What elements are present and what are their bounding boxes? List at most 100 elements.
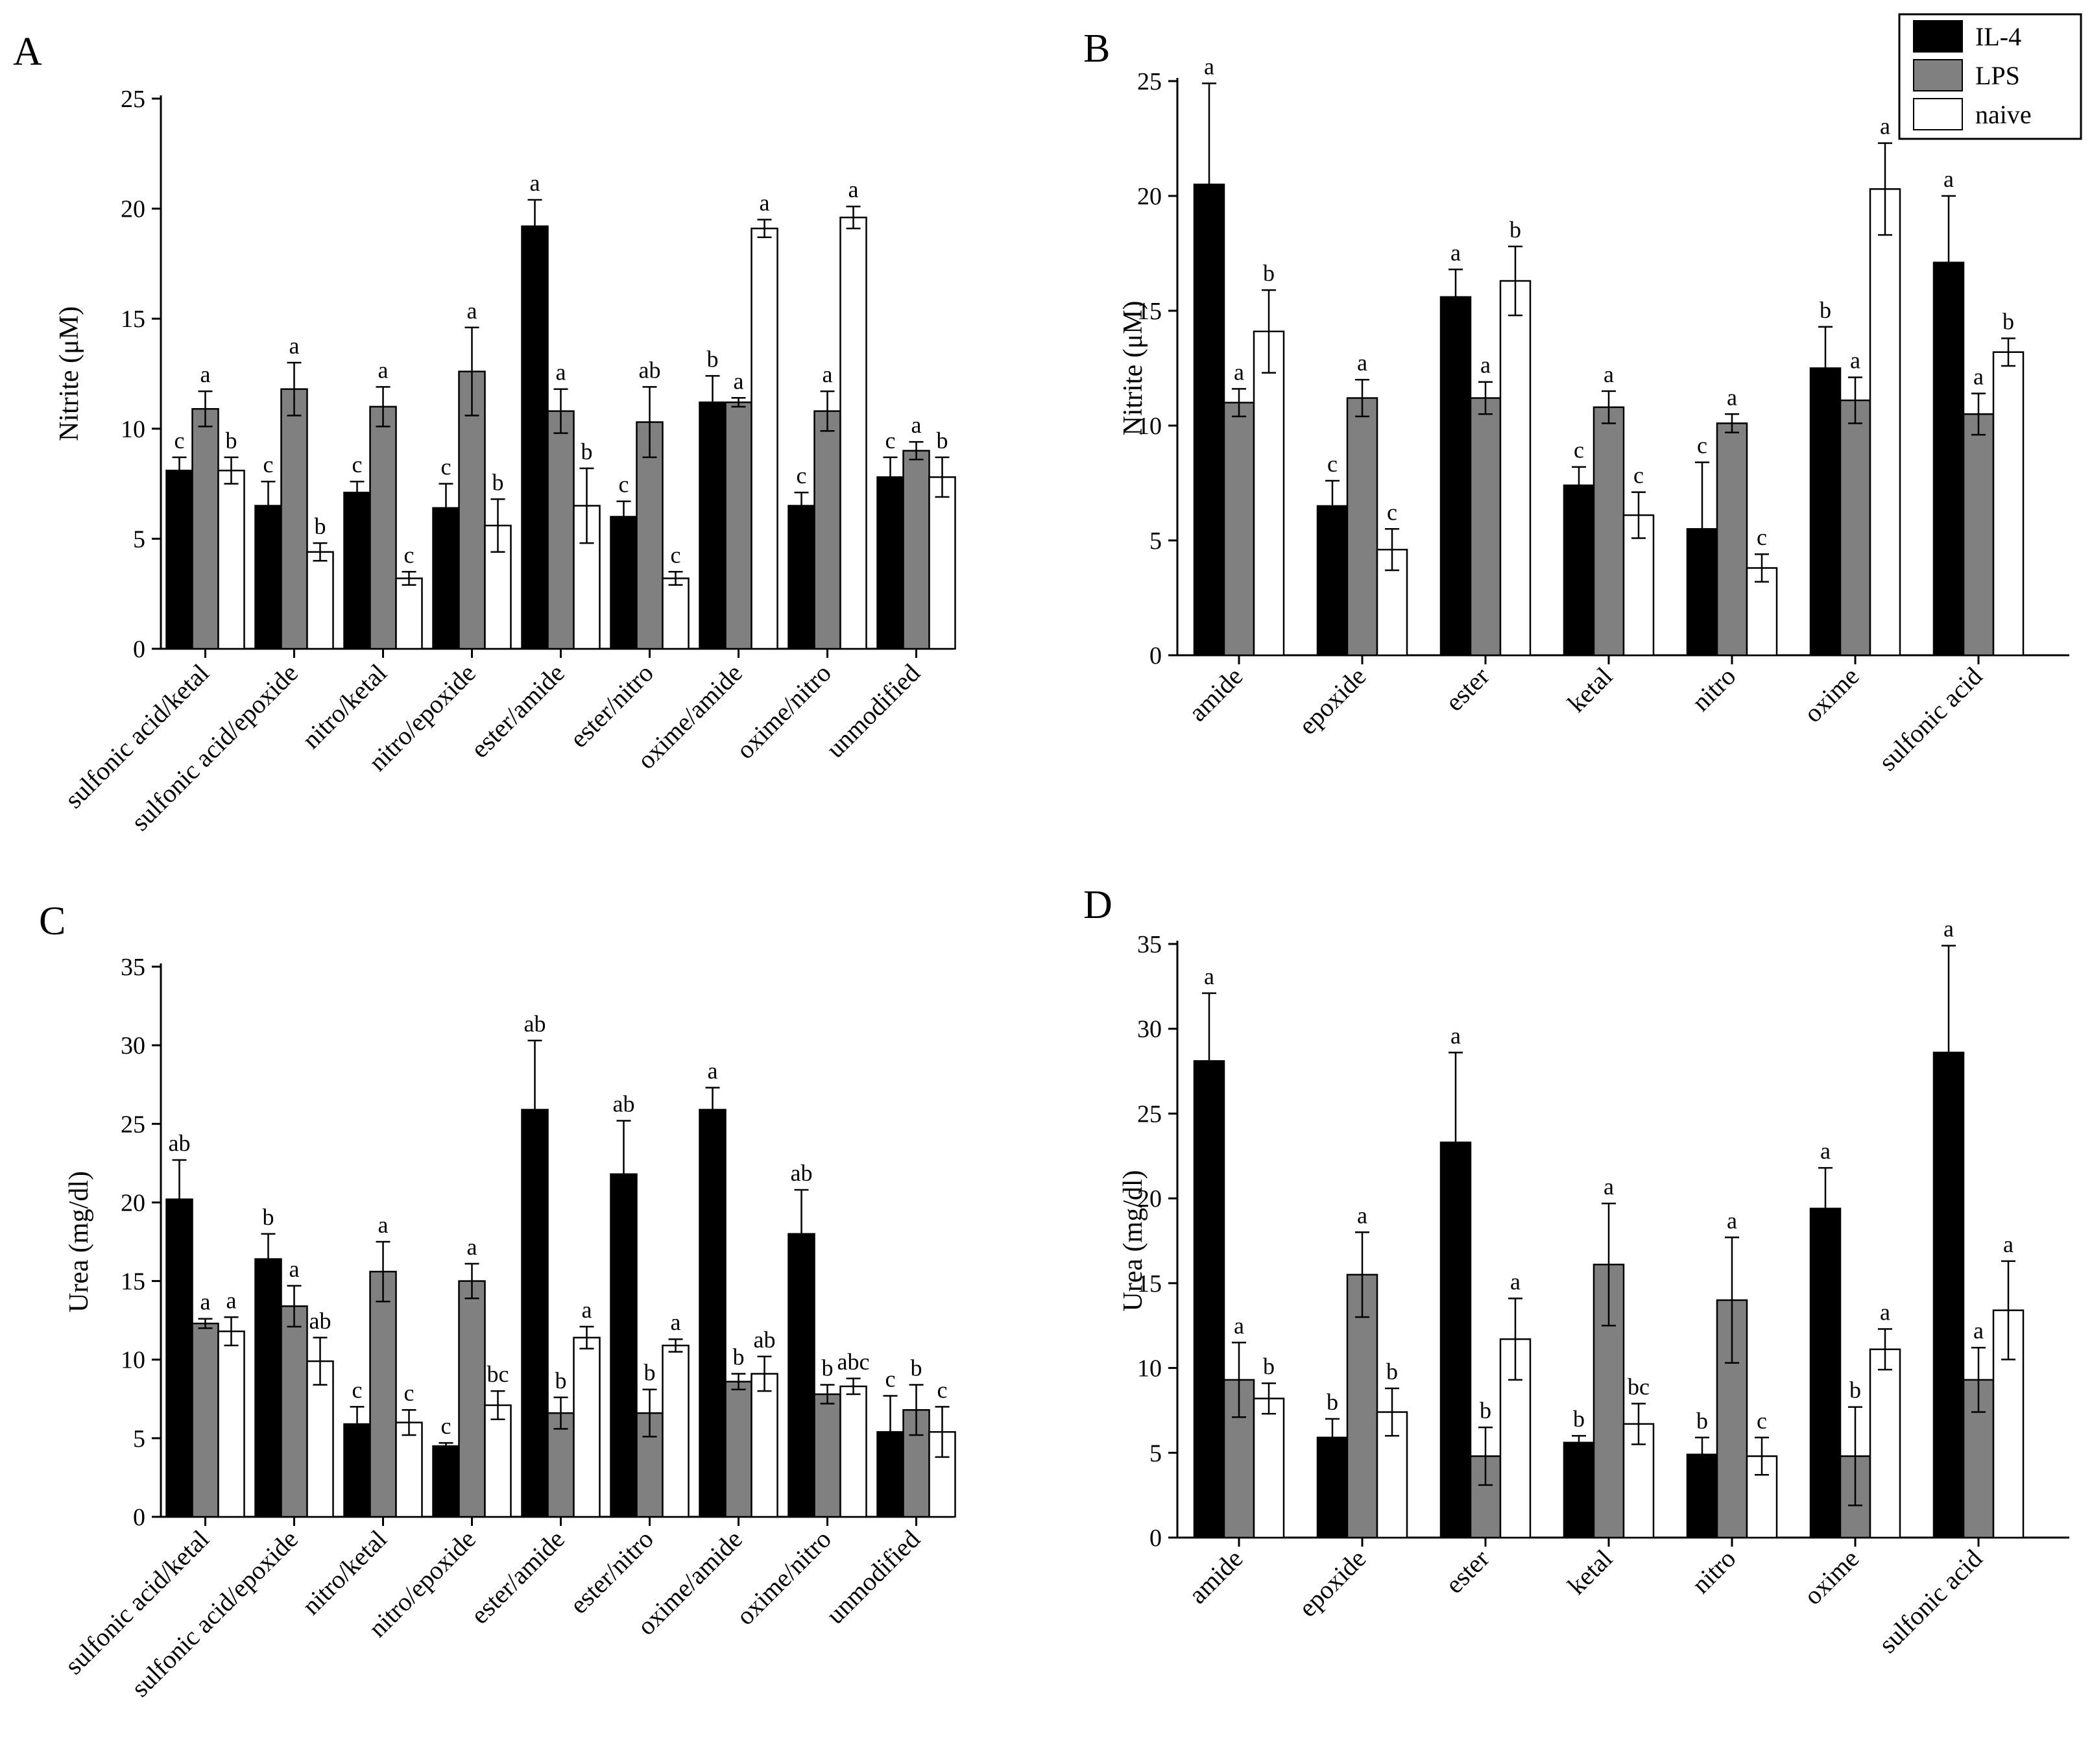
panel-a-significance-label: c [441, 454, 451, 480]
panel-b-significance-label: b [1820, 297, 1831, 323]
panel-a-significance-label: c [352, 452, 363, 477]
panel-a-significance-label: a [911, 412, 922, 438]
legend-swatch-lps [1913, 59, 1963, 91]
panel-c-significance-label: a [708, 1058, 718, 1084]
panel-c-significance-label: abc [837, 1349, 870, 1375]
panel-d-y-tick-label: 5 [1149, 1440, 1162, 1467]
panel-a-bar-lps [902, 450, 930, 650]
panel-a-y-tick-label: 25 [121, 86, 145, 113]
panel-d-significance-label: a [1510, 1268, 1521, 1294]
panel-b-bar-lps [1962, 413, 1995, 657]
panel-d-significance-label: b [1573, 1406, 1585, 1432]
panel-c-bar-naive [217, 1330, 245, 1518]
legend-label-il4: IL-4 [1975, 22, 2021, 51]
panel-c-bar-il-4 [432, 1445, 460, 1518]
panel-c-significance-label: ab [613, 1091, 635, 1117]
panel-c-bar-naive [928, 1431, 956, 1518]
panel-c-significance-label: ab [309, 1308, 331, 1334]
panel-b-bar-il-4 [1439, 296, 1472, 657]
panel-a-bar-naive [484, 524, 512, 650]
panel-d-significance-label: b [1386, 1359, 1398, 1384]
legend-label-lps: LPS [1975, 61, 2020, 90]
panel-b-y-tick-label: 10 [1137, 413, 1162, 440]
panel-d-significance-label: a [1450, 1022, 1461, 1048]
panel-b-significance-label: b [1509, 217, 1521, 243]
panel-a-significance-label: a [734, 368, 744, 394]
panel-a-significance-label: c [619, 472, 629, 498]
panel-c-bar-lps [191, 1322, 219, 1518]
panel-d-significance-label: a [1604, 1174, 1614, 1200]
panel-c-significance-label: a [226, 1287, 237, 1313]
panel-c-bar-naive [306, 1360, 334, 1518]
panel-d-significance-label: b [1480, 1397, 1491, 1423]
panel-d-bar-il-4 [1193, 1060, 1225, 1539]
panel-c-significance-label: c [885, 1366, 896, 1392]
panel-a-y-tick-label: 0 [133, 636, 145, 663]
panel-b-significance-label: b [2002, 308, 2014, 334]
panel-b-bar-lps [1223, 402, 1255, 657]
panel-c-bar-il-4 [165, 1198, 193, 1518]
panel-a-significance-label: a [378, 357, 389, 383]
panel-c-significance-label: c [441, 1413, 451, 1439]
panel-c-bar-il-4 [254, 1258, 282, 1518]
panel-c-significance-label: a [582, 1297, 592, 1323]
legend: IL-4 LPS naive [1898, 13, 2082, 140]
panel-c-significance-label: ab [791, 1160, 813, 1186]
panel-d-y-tick-label: 20 [1137, 1185, 1162, 1213]
panel-c-significance-label: ab [169, 1130, 191, 1156]
panel-a-bar-lps [369, 405, 397, 650]
panel-a-bar-il-4 [699, 401, 727, 650]
panel-a-significance-label: a [556, 359, 566, 385]
panel-c-significance-label: ab [754, 1327, 776, 1353]
panel-c-significance-label: b [644, 1360, 656, 1386]
panel-a-significance-label: b [581, 439, 593, 465]
panel-a-significance-label: c [404, 542, 415, 568]
panel-d-bar-il-4 [1563, 1442, 1595, 1539]
panel-a-significance-label: b [937, 428, 948, 453]
panel-c-significance-label: b [555, 1368, 567, 1394]
panel-c-significance-label: b [263, 1204, 274, 1230]
panel-b-significance-label: c [1633, 463, 1644, 489]
panel-d-letter: D [1083, 883, 1112, 927]
panel-c-significance-label: bc [487, 1361, 509, 1387]
panel-b-bar-naive [1869, 188, 1901, 657]
panel-a-y-axis-title: Nitrite (μM) [54, 306, 84, 441]
panel-c-bar-naive [573, 1336, 601, 1518]
panel-a-bar-il-4 [521, 225, 549, 650]
panel-d-significance-label: a [1204, 963, 1214, 989]
panel-c-y-tick-label: 10 [121, 1347, 145, 1374]
panel-b-bar-lps [1469, 397, 1502, 657]
panel-c-significance-label: c [352, 1377, 363, 1403]
panel-c-bar-il-4 [699, 1109, 727, 1518]
legend-swatch-naive [1913, 98, 1963, 130]
panel-b-significance-label: a [1234, 359, 1244, 385]
panel-a-significance-label: a [467, 298, 477, 324]
panel-c-significance-label: a [467, 1234, 477, 1260]
panel-a-significance-label: c [174, 428, 185, 453]
panel-c-letter: C [39, 899, 66, 943]
panel-c-bar-lps [280, 1305, 308, 1518]
panel-b-y-tick-label: 0 [1149, 642, 1162, 670]
panel-b-significance-label: a [1357, 350, 1367, 376]
panel-a-significance-label: b [707, 346, 719, 372]
panel-b-y-tick-label: 25 [1137, 68, 1162, 95]
panel-c-significance-label: ab [524, 1011, 546, 1037]
panel-d-bar-lps [1346, 1274, 1378, 1539]
panel-a-bar-il-4 [788, 505, 815, 650]
panel-a-bar-il-4 [343, 491, 371, 650]
panel-b-significance-label: a [1727, 384, 1737, 410]
panel-a-significance-label: a [760, 190, 770, 216]
panel-d-significance-label: a [1880, 1299, 1890, 1325]
panel-c-y-tick-label: 30 [121, 1032, 145, 1059]
panel-d-y-tick-label: 30 [1137, 1016, 1162, 1043]
panel-a-bar-naive [395, 577, 423, 650]
panel-a-significance-label: c [671, 542, 681, 568]
panel-d-significance-label: bc [1628, 1373, 1650, 1399]
panel-a-bar-naive [928, 476, 956, 650]
panel-a-bar-il-4 [876, 476, 904, 650]
panel-b-bar-naive [1992, 351, 2025, 657]
panel-c-y-tick-label: 5 [133, 1425, 145, 1453]
panel-c-bar-naive [662, 1344, 690, 1518]
panel-b-letter: B [1083, 27, 1110, 71]
panel-a-bar-naive [662, 577, 690, 650]
